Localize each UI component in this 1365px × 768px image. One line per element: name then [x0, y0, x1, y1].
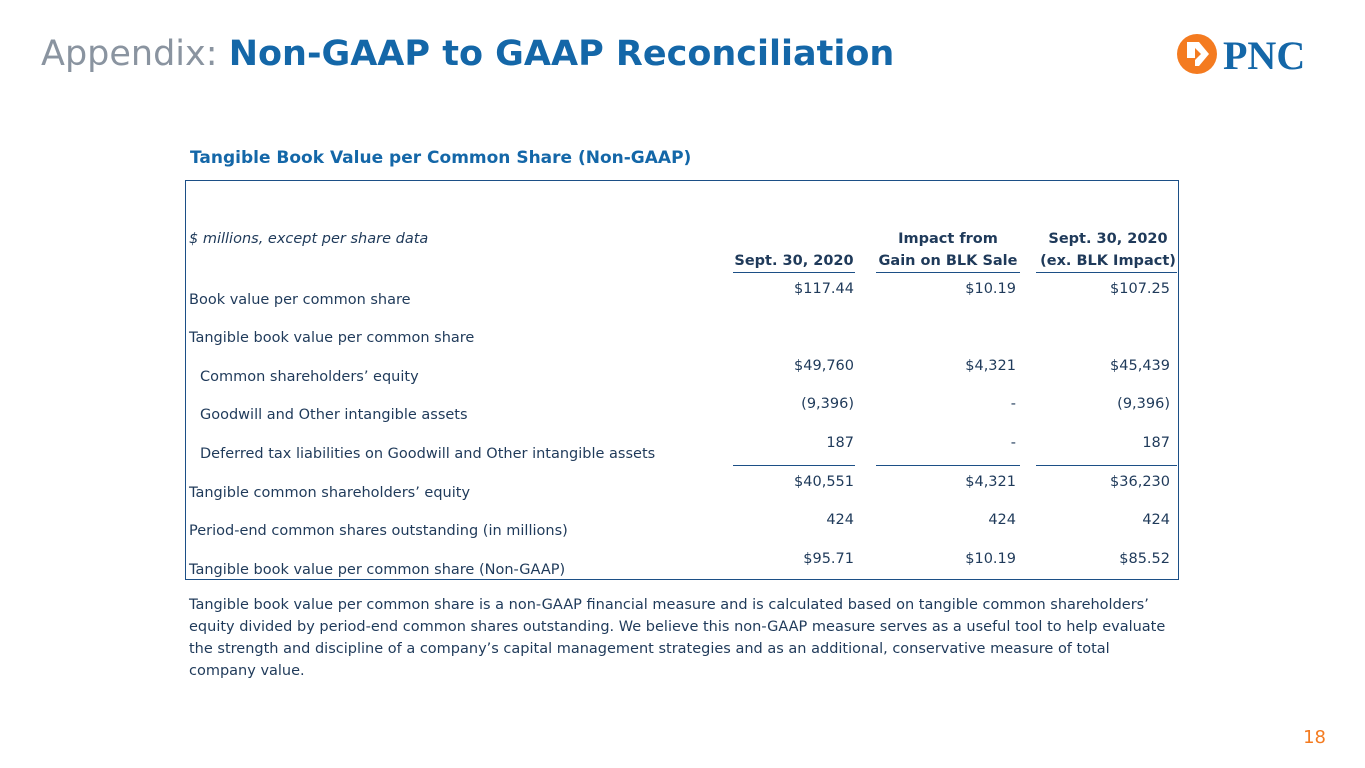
header-underline [1036, 272, 1177, 273]
header-underline [733, 272, 855, 273]
subtotal-underline [1036, 465, 1177, 466]
table-row-shares-outstanding: Period-end common shares outstanding (in… [189, 512, 1179, 547]
table-row-common-equity: Common shareholders’ equity $49,760 $4,3… [189, 358, 1179, 393]
cell-value: - [1010, 435, 1016, 451]
table-row-goodwill: Goodwill and Other intangible assets (9,… [189, 396, 1179, 431]
cell-value: 424 [988, 512, 1016, 528]
row-label: Tangible book value per common share [189, 330, 475, 346]
units-label: $ millions, except per share data [189, 231, 429, 247]
cell-value: - [1010, 396, 1016, 412]
page-number: 18 [1303, 727, 1326, 748]
cell-value: $95.71 [803, 551, 854, 567]
cell-value: (9,396) [801, 396, 854, 412]
cell-value: $45,439 [1110, 358, 1170, 374]
cell-value: $40,551 [794, 474, 854, 490]
row-label: Deferred tax liabilities on Goodwill and… [200, 446, 656, 462]
table-frame [185, 180, 1179, 580]
cell-value: $117.44 [794, 281, 854, 297]
row-label: Tangible book value per common share (No… [189, 562, 566, 578]
cell-value: $4,321 [965, 474, 1016, 490]
column-header-2-line1: Impact from [898, 231, 998, 247]
table-row-book-value: Book value per common share $117.44 $10.… [189, 281, 1179, 316]
cell-value: $36,230 [1110, 474, 1170, 490]
row-label: Tangible common shareholders’ equity [189, 485, 471, 501]
footnote: Tangible book value per common share is … [189, 597, 1166, 679]
cell-value: 424 [1142, 512, 1170, 528]
subtotal-underline [876, 465, 1020, 466]
title-prefix: Appendix: [41, 34, 218, 74]
cell-value: $10.19 [965, 281, 1016, 297]
cell-value: $85.52 [1119, 551, 1170, 567]
cell-value: $4,321 [965, 358, 1016, 374]
logo-text: PNC [1223, 33, 1305, 78]
cell-value: (9,396) [1117, 396, 1170, 412]
cell-value: 187 [826, 435, 854, 451]
column-header-2-line2: Gain on BLK Sale [878, 253, 1018, 269]
row-label: Period-end common shares outstanding (in… [189, 523, 568, 539]
column-header-3-line2: (ex. BLK Impact) [1040, 253, 1176, 269]
row-label: Book value per common share [189, 292, 411, 308]
table-row-tangible-equity: Tangible common shareholders’ equity $40… [189, 474, 1179, 509]
table-row-tbv-header: Tangible book value per common share [189, 330, 1179, 354]
pnc-logo: PNC [1175, 32, 1330, 78]
column-header-3-line1: Sept. 30, 2020 [1048, 231, 1168, 247]
cell-value: $49,760 [794, 358, 854, 374]
cell-value: $10.19 [965, 551, 1016, 567]
row-label: Common shareholders’ equity [200, 369, 419, 385]
column-header-1: Sept. 30, 2020 [734, 253, 854, 269]
table-row-deferred-tax: Deferred tax liabilities on Goodwill and… [189, 435, 1179, 470]
cell-value: 187 [1142, 435, 1170, 451]
title-main: Non-GAAP to GAAP Reconciliation [228, 34, 895, 74]
table-row-tbv-non-gaap: Tangible book value per common share (No… [189, 551, 1179, 586]
subtotal-underline [733, 465, 855, 466]
row-label: Goodwill and Other intangible assets [200, 407, 468, 423]
cell-value: 424 [826, 512, 854, 528]
cell-value: $107.25 [1110, 281, 1170, 297]
table-title: Tangible Book Value per Common Share (No… [190, 148, 692, 168]
header-underline [876, 272, 1020, 273]
slide-title: Appendix: Non-GAAP to GAAP Reconciliatio… [41, 32, 894, 76]
